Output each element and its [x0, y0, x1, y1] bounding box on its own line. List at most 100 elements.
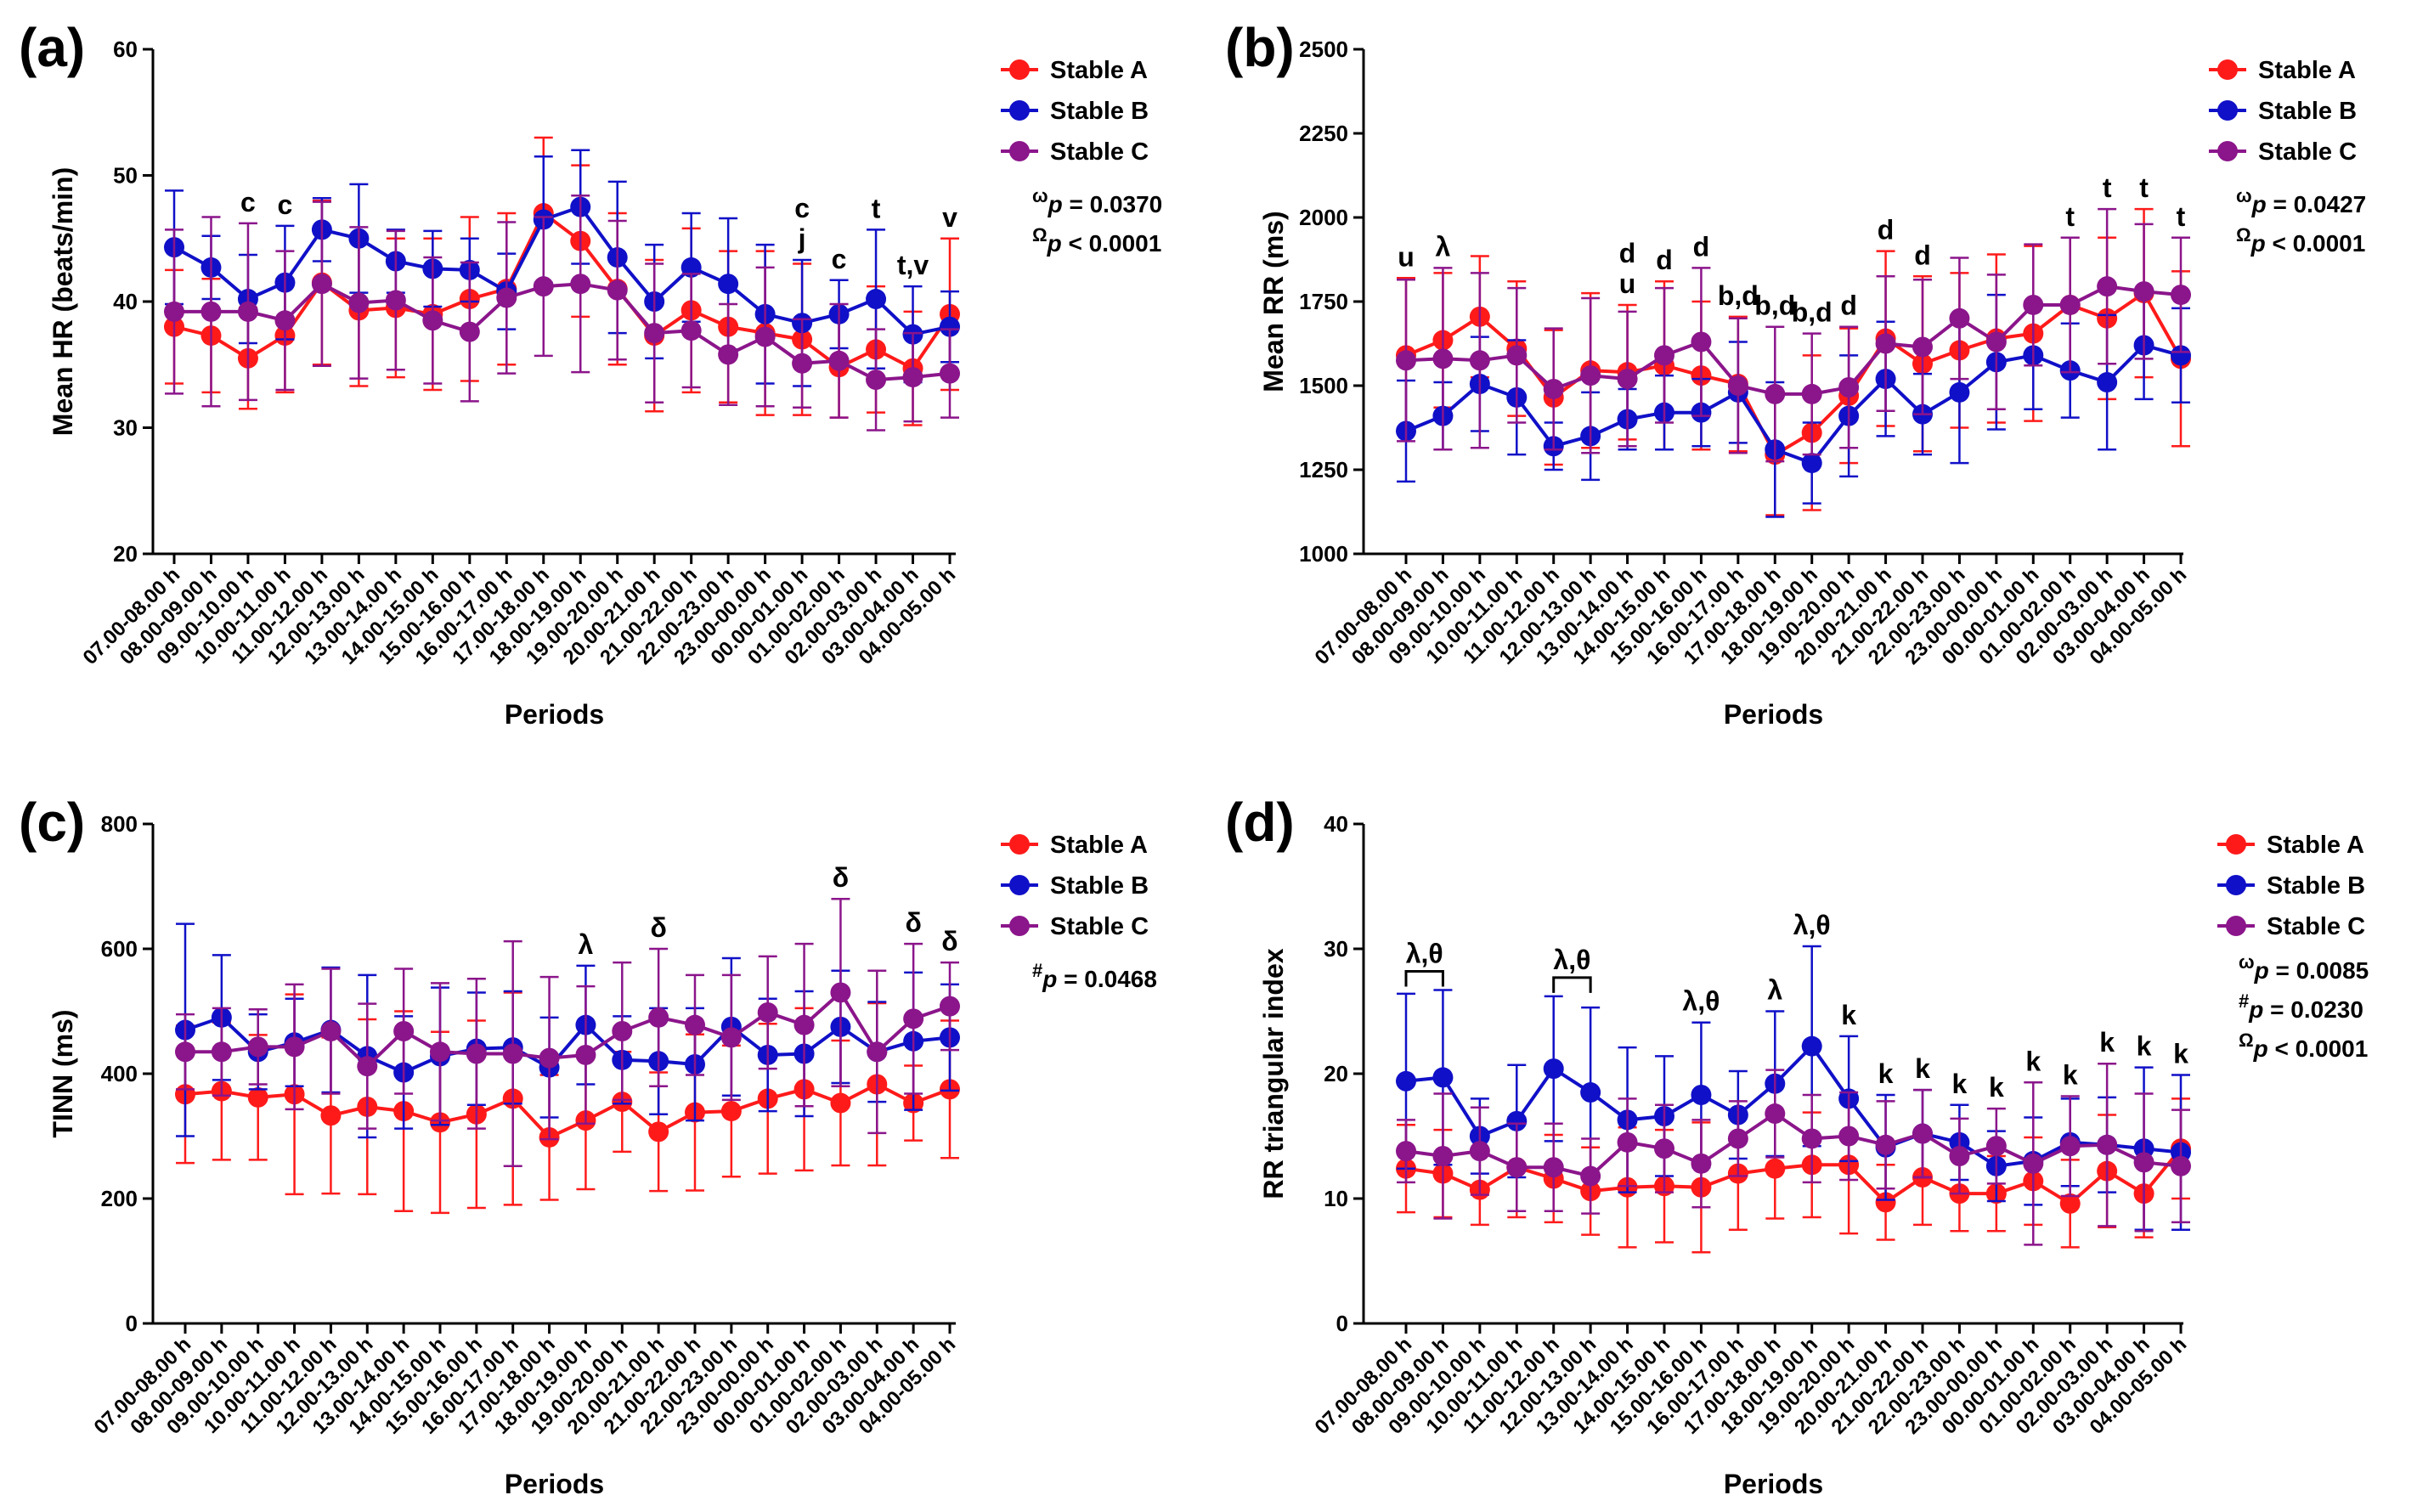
series-C	[1396, 207, 2191, 463]
y-tick-label: 20	[113, 541, 138, 567]
legend-marker	[2226, 834, 2246, 855]
data-point	[2059, 1193, 2081, 1214]
legend-marker	[2217, 141, 2238, 161]
data-point	[1912, 1123, 1933, 1144]
y-tick-label: 30	[1324, 936, 1348, 962]
y-tick-label: 60	[113, 37, 138, 62]
significance-label: t,v	[897, 250, 929, 280]
data-point	[385, 290, 406, 311]
y-tick-label: 1250	[1299, 457, 1348, 482]
series-line	[1405, 1111, 2182, 1178]
legend-label: Stable A	[1050, 57, 1148, 84]
significance-bracket	[1404, 970, 1444, 987]
data-point	[1765, 1158, 1786, 1179]
series-line	[173, 210, 952, 371]
data-point	[757, 1001, 778, 1023]
stat-text: ωp = 0.0370	[1032, 185, 1162, 217]
significance-label: t	[2139, 172, 2149, 203]
data-point	[422, 310, 443, 331]
data-point	[1506, 1157, 1528, 1178]
significance-label: k	[2063, 1059, 2078, 1090]
data-point	[1765, 383, 1786, 404]
legend-marker	[1009, 916, 1030, 936]
data-point	[430, 1041, 450, 1063]
y-tick-label: 1500	[1299, 373, 1348, 398]
stat-text: ωp = 0.0427	[2236, 185, 2366, 217]
data-point	[718, 274, 739, 295]
significance-label: k	[2173, 1038, 2188, 1069]
data-point	[1543, 1157, 1564, 1178]
data-point	[1801, 383, 1822, 404]
series-line	[1405, 343, 2182, 465]
y-tick-label: 2500	[1299, 37, 1348, 62]
data-point	[247, 1036, 268, 1058]
data-point	[320, 1105, 342, 1126]
legend-label: Stable C	[1050, 138, 1149, 166]
significance-label: k	[1841, 1000, 1856, 1030]
data-point	[1580, 365, 1601, 386]
significance-label: λ,θ	[1682, 986, 1720, 1017]
x-axis-title: Periods	[505, 699, 604, 730]
y-tick-label: 0	[126, 1311, 138, 1336]
data-point	[175, 1041, 195, 1063]
stat-text: Ωp < 0.0001	[2236, 224, 2365, 257]
series-C	[175, 897, 960, 1168]
significance-label: c	[832, 244, 847, 274]
significance-label: j	[798, 223, 806, 254]
legend-label: Stable C	[1050, 913, 1149, 940]
data-point	[648, 1007, 669, 1028]
data-point	[2133, 281, 2154, 302]
data-point	[1838, 1126, 1860, 1147]
y-tick-label: 1750	[1299, 289, 1348, 314]
data-point	[1801, 453, 1822, 474]
legend-label: Stable B	[2267, 872, 2365, 900]
data-point	[793, 1014, 815, 1035]
y-tick-label: 10	[1324, 1186, 1348, 1211]
data-point	[1396, 1141, 1416, 1162]
data-point	[311, 274, 332, 295]
legend-label: Stable A	[2267, 832, 2364, 859]
y-tick-label: 200	[101, 1186, 138, 1211]
panel-label: (a)	[19, 17, 85, 78]
significance-label: c	[240, 187, 256, 217]
significance-label: b,d	[1754, 291, 1795, 321]
data-point	[718, 344, 739, 365]
panel-label: (c)	[19, 792, 85, 853]
data-point	[284, 1036, 305, 1058]
y-axis-title: RR triangular index	[1258, 948, 1289, 1199]
data-point	[648, 1121, 669, 1142]
legend-label: Stable B	[2258, 98, 2357, 125]
data-point	[754, 326, 776, 347]
significance-label: δ	[941, 926, 957, 956]
data-point	[940, 363, 960, 384]
data-point	[1543, 1058, 1564, 1080]
significance-label: δ	[905, 907, 921, 938]
data-point	[357, 1056, 378, 1077]
panel-label: (d)	[1225, 792, 1295, 853]
data-point	[1727, 1128, 1748, 1149]
significance-label: t	[2103, 172, 2112, 203]
stat-text: Ωp < 0.0001	[1032, 224, 1161, 257]
significance-label: k	[1989, 1072, 2004, 1103]
data-point	[1617, 369, 1638, 390]
data-point	[274, 310, 296, 331]
series-line	[1405, 1147, 2183, 1206]
data-point	[237, 301, 258, 322]
y-tick-label: 30	[113, 415, 138, 441]
legend-label: Stable C	[2267, 913, 2365, 940]
data-point	[164, 301, 184, 322]
stat-text: Ωp < 0.0001	[2239, 1030, 2368, 1062]
legend-label: Stable B	[1050, 872, 1149, 900]
data-point	[1838, 376, 1860, 398]
data-point	[1432, 1146, 1454, 1167]
data-point	[644, 323, 665, 344]
stat-text: #p = 0.0468	[1032, 960, 1157, 992]
data-point	[1396, 350, 1416, 371]
significance-label: d	[1619, 238, 1636, 268]
data-point	[502, 1043, 523, 1064]
y-tick-label: 600	[101, 936, 138, 962]
data-point	[1985, 331, 2007, 353]
data-point	[2059, 294, 2081, 315]
significance-label: k	[2137, 1031, 2152, 1062]
legend-marker	[1009, 834, 1030, 855]
